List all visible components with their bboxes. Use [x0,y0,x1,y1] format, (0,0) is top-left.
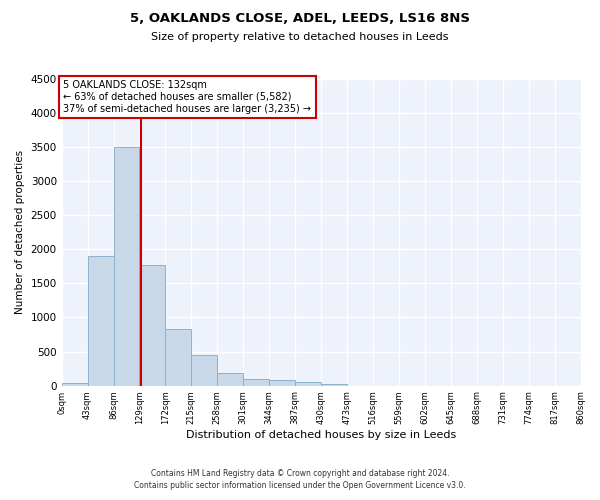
Text: Size of property relative to detached houses in Leeds: Size of property relative to detached ho… [151,32,449,42]
X-axis label: Distribution of detached houses by size in Leeds: Distribution of detached houses by size … [186,430,456,440]
Bar [217,372,243,386]
Bar [166,330,191,386]
Bar [139,264,166,386]
Bar [88,256,113,386]
Bar [243,379,269,386]
Bar [113,147,139,386]
Text: 5 OAKLANDS CLOSE: 132sqm
← 63% of detached houses are smaller (5,582)
37% of sem: 5 OAKLANDS CLOSE: 132sqm ← 63% of detach… [64,80,311,114]
Bar [295,382,321,386]
Bar [269,380,295,386]
Text: Contains HM Land Registry data © Crown copyright and database right 2024.: Contains HM Land Registry data © Crown c… [151,468,449,477]
Text: Contains public sector information licensed under the Open Government Licence v3: Contains public sector information licen… [134,481,466,490]
Bar [191,355,217,386]
Y-axis label: Number of detached properties: Number of detached properties [15,150,25,314]
Bar [62,382,88,386]
Text: 5, OAKLANDS CLOSE, ADEL, LEEDS, LS16 8NS: 5, OAKLANDS CLOSE, ADEL, LEEDS, LS16 8NS [130,12,470,26]
Bar [321,384,347,386]
